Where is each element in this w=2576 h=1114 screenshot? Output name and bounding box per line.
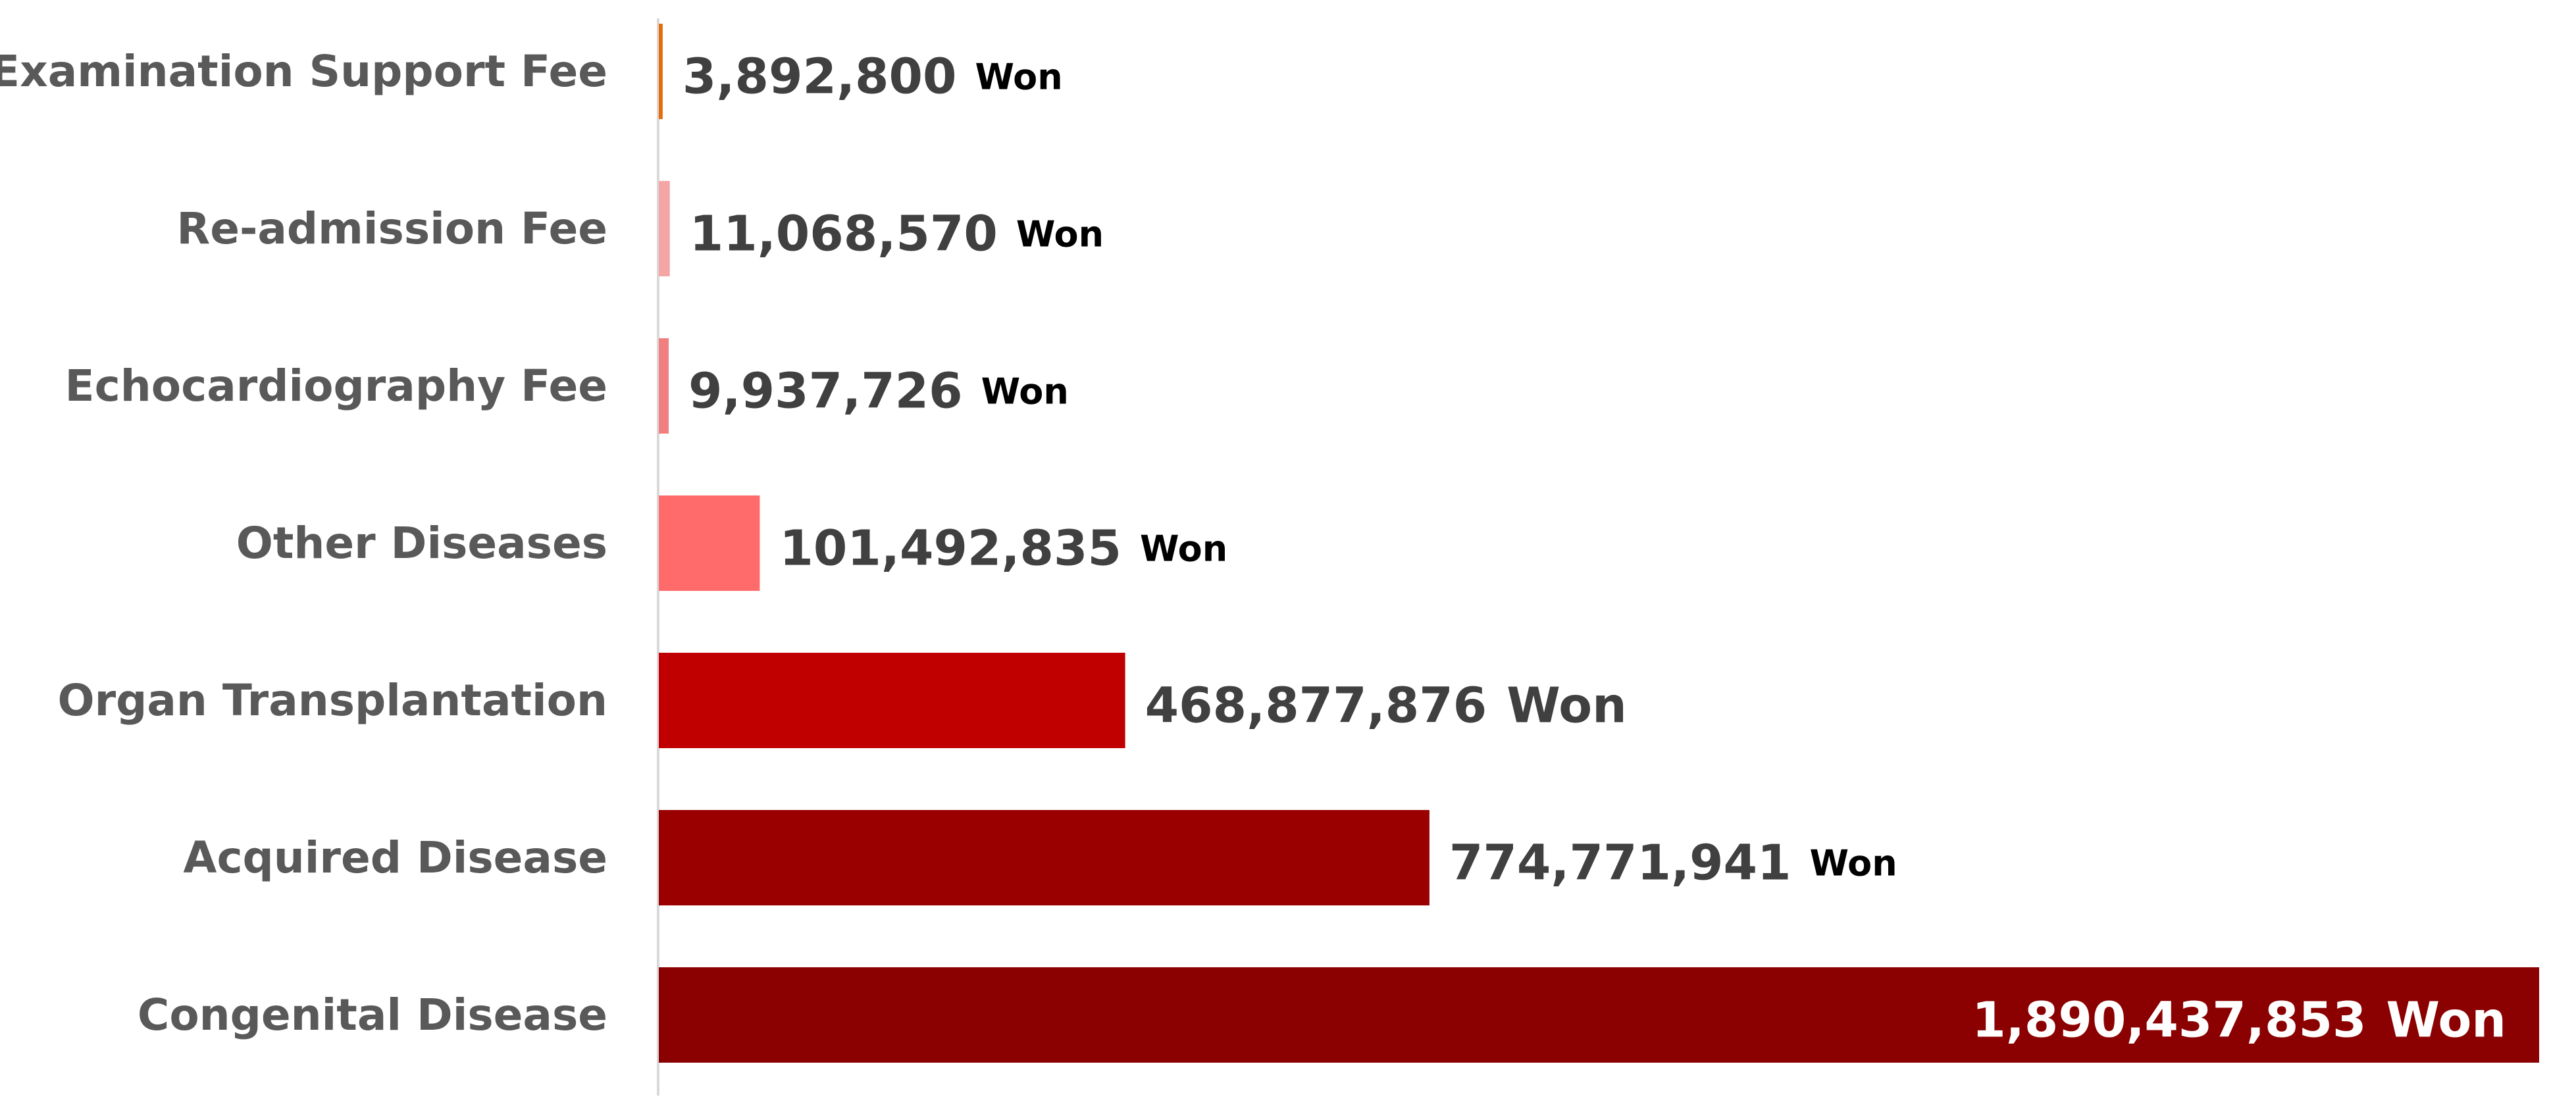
bars-layer: Examination Support Fee 3,892,800 Won Re-ad… [0,24,2539,1063]
category-label: Congenital Disease [138,990,607,1040]
bar [659,653,1125,748]
data-label-unit: Won [1016,213,1104,255]
bar [659,967,2539,1063]
data-label-value: 468,877,876 [1145,678,1487,734]
category-label: Echocardiography Fee [65,361,607,411]
category-label: Organ Transplantation [57,675,607,726]
data-label-unit: Won [1507,678,1627,734]
data-label: 101,492,835 Won [779,520,1227,577]
data-label-value: 11,068,570 [690,206,998,263]
bar [659,338,669,434]
category-label: Examination Support Fee [0,46,607,97]
data-label: 774,771,941 Won [1449,835,1897,892]
data-label: 1,890,437,853 Won [1972,992,2506,1049]
data-label-value: 101,492,835 [779,520,1121,577]
bar [659,24,663,119]
category-label: Acquired Disease [183,832,607,883]
bar [659,810,1430,905]
data-label-value: 1,890,437,853 [1972,992,2366,1049]
data-label: 468,877,876 Won [1145,678,1627,734]
data-label-unit: Won [981,370,1069,412]
category-label: Re-admission Fee [176,203,607,254]
data-label-unit: Won [2386,992,2506,1049]
data-label: 3,892,800 Won [683,49,1063,105]
bar [659,495,760,591]
data-label-value: 3,892,800 [683,49,957,105]
category-label: Other Diseases [236,518,607,569]
data-label-value: 9,937,726 [688,363,963,420]
data-label-unit: Won [1810,842,1897,884]
data-label: 9,937,726 Won [688,363,1069,420]
data-label-value: 774,771,941 [1449,835,1791,892]
data-label-unit: Won [1140,528,1227,569]
data-label: 11,068,570 Won [690,206,1104,263]
bar [659,181,670,276]
data-label-unit: Won [975,56,1063,97]
